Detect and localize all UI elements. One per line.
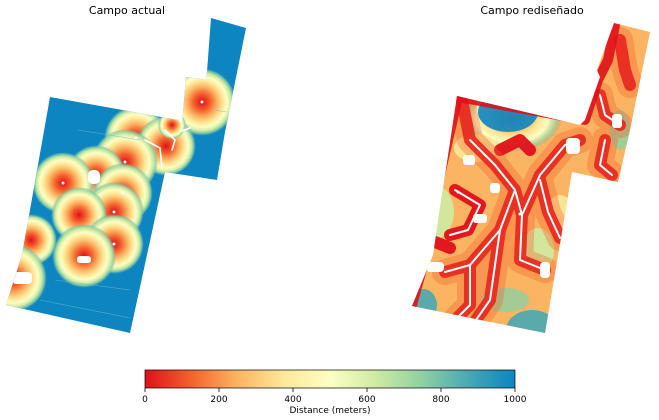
well-marker bbox=[200, 100, 204, 104]
faint-line bbox=[77, 129, 141, 141]
wells-actual bbox=[12, 100, 204, 284]
colorbar-tick-label: 600 bbox=[358, 395, 375, 405]
road bbox=[181, 127, 191, 132]
faint-lines-actual bbox=[39, 109, 227, 319]
well-marker bbox=[121, 191, 125, 195]
well-marker bbox=[123, 160, 127, 164]
well-marker bbox=[490, 183, 500, 193]
road bbox=[444, 189, 516, 273]
colorbar-tick-label: 200 bbox=[210, 395, 227, 405]
colorbar-gradient bbox=[144, 369, 516, 389]
road bbox=[454, 264, 471, 321]
well-marker bbox=[12, 272, 32, 284]
well-marker bbox=[566, 138, 580, 154]
well-marker bbox=[456, 190, 460, 194]
roads-actual bbox=[144, 127, 191, 169]
faint-line bbox=[39, 299, 131, 319]
road bbox=[539, 179, 561, 239]
well-marker bbox=[134, 136, 138, 140]
colorbar-tick-label: 400 bbox=[284, 395, 301, 405]
road bbox=[519, 214, 546, 271]
heatmap-actual bbox=[6, 18, 246, 333]
well-marker bbox=[112, 210, 116, 214]
well-marker bbox=[473, 214, 487, 223]
far-zone bbox=[478, 92, 538, 132]
faint-line bbox=[214, 109, 227, 113]
heatmap-redisenado bbox=[412, 23, 650, 333]
faint-line bbox=[54, 279, 131, 291]
well-marker bbox=[426, 262, 444, 272]
colorbar-ticks: 0 200 400 600 800 1000 bbox=[142, 388, 527, 405]
far-zone bbox=[506, 310, 558, 333]
colorbar-label: Distance (meters) bbox=[290, 406, 371, 416]
wells-redisenado bbox=[426, 114, 622, 278]
well-marker bbox=[612, 114, 622, 128]
colorbar: 0 200 400 600 800 1000 Distance (meters) bbox=[142, 369, 527, 416]
well-marker bbox=[61, 181, 65, 185]
road bbox=[164, 129, 176, 151]
colorbar-tick-label: 0 bbox=[142, 395, 148, 405]
panel-title-actual: Campo actual bbox=[89, 4, 165, 17]
well-marker bbox=[88, 170, 100, 184]
well-marker bbox=[463, 155, 475, 165]
well-marker bbox=[518, 212, 522, 216]
road bbox=[144, 139, 163, 169]
colorbar-tick-label: 1000 bbox=[504, 395, 527, 405]
road bbox=[475, 229, 501, 321]
well-marker bbox=[112, 242, 116, 246]
road bbox=[599, 139, 613, 176]
well-marker bbox=[77, 256, 91, 263]
well-marker bbox=[540, 262, 550, 278]
colorbar-tick-label: 800 bbox=[432, 395, 449, 405]
panel-title-redisenado: Campo rediseñado bbox=[480, 4, 584, 17]
well-zone bbox=[158, 111, 186, 139]
